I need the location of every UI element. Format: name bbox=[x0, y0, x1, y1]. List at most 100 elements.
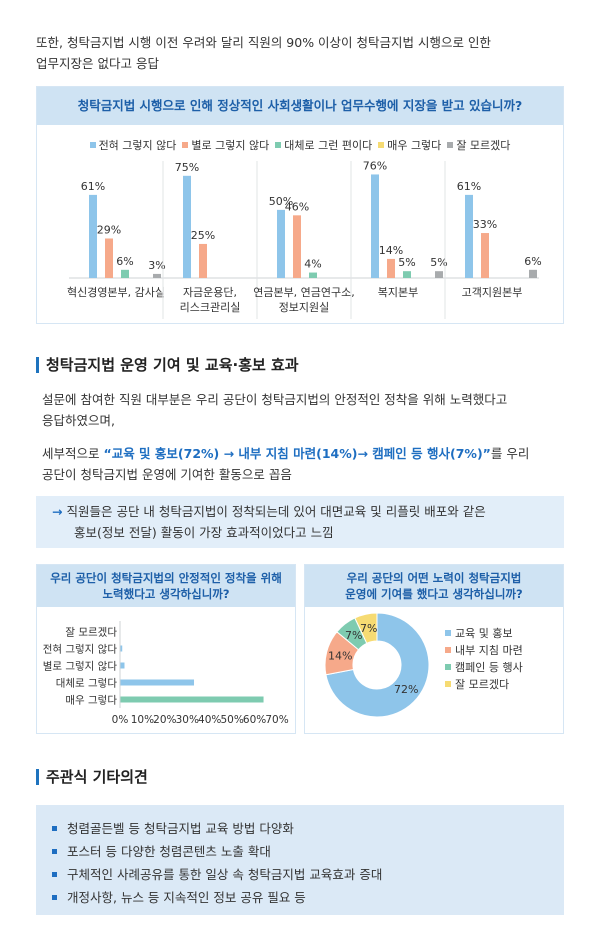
chart1-legend: 전혀 그렇지 않다 별로 그렇지 않다 대체로 그런 편이다 매우 그렇다 잘 모르겠다 bbox=[37, 137, 563, 153]
chart1-data-label: 61% bbox=[81, 180, 105, 193]
chart1-bar bbox=[309, 272, 317, 278]
chart1-bar bbox=[371, 174, 379, 278]
legend-label: 대체로 그런 편이다 bbox=[284, 139, 373, 152]
chart1-bar bbox=[465, 194, 473, 278]
opinion-text: 청렴골든벨 등 청탁금지법 교육 방법 다양화 bbox=[67, 821, 294, 836]
chart1-bar bbox=[105, 238, 113, 278]
legend-swatch bbox=[182, 142, 189, 148]
chart1-svg: 61% 29% 6% 3% 혁신경영본부, 감사실 75% 25% 자금운용단, 리스크관리실 5… bbox=[67, 159, 542, 319]
chart1-bar bbox=[89, 194, 97, 278]
chart2-tick-label: 30% bbox=[176, 714, 199, 726]
chart1-bar bbox=[183, 175, 191, 278]
chart2-tick-label: 20% bbox=[153, 714, 176, 726]
chart1-category-label: 자금운용단, bbox=[183, 286, 237, 299]
legend-label: 전혀 그렇지 않다 bbox=[98, 139, 177, 152]
chart1-data-label: 6% bbox=[116, 255, 133, 268]
callout-box: → 직원들은 공단 내 청탁금지법이 정착되는데 있어 대면교육 및 리플릿 배… bbox=[36, 496, 564, 548]
chart3-value-label: 14% bbox=[328, 650, 352, 663]
chart2-category-label: 대체로 그렇다 bbox=[56, 677, 118, 690]
chart1-title: 청탁금지법 시행으로 인해 정상적인 사회생활이나 업무수행에 지장을 받고 있… bbox=[37, 87, 563, 125]
chart3-value-label: 7% bbox=[360, 622, 377, 635]
chart3-legend-label: 내부 지침 마련 bbox=[455, 644, 523, 657]
chart1-bar bbox=[199, 243, 207, 278]
chart1-category-label: 복지본부 bbox=[378, 286, 418, 299]
para2-suffix: 를 우리 bbox=[490, 446, 530, 461]
chart1-data-label: 6% bbox=[524, 255, 541, 268]
chart2-box: 우리 공단이 청탁금지법의 안정적인 정착을 위해 노력했다고 생각하십니까? … bbox=[36, 564, 296, 734]
chart2-tick-label: 60% bbox=[243, 714, 266, 726]
chart2-category-label: 전혀 그렇지 않다 bbox=[43, 643, 118, 656]
chart3-value-label: 7% bbox=[345, 629, 362, 642]
chart1-category-label: 혁신경영본부, 감사실 bbox=[67, 286, 165, 299]
bullet-icon bbox=[52, 826, 57, 831]
chart1-data-label: 61% bbox=[457, 180, 481, 193]
legend-label: 잘 모르겠다 bbox=[456, 139, 511, 152]
chart1-category-label: 정보지원실 bbox=[279, 301, 330, 314]
chart2-category-label: 잘 모르겠다 bbox=[65, 627, 117, 639]
legend-item: 매우 그렇다 bbox=[378, 139, 441, 152]
intro-line-1: 또한, 청탁금지법 시행 이전 우려와 달리 직원의 90% 이상이 청탁금지법… bbox=[36, 35, 491, 50]
chart1-data-label: 29% bbox=[97, 223, 121, 236]
chart1-data-label: 33% bbox=[473, 218, 497, 231]
chart2-category-label: 별로 그렇지 않다 bbox=[43, 660, 118, 673]
chart1-bar bbox=[481, 233, 489, 278]
opinion-item: 청렴골든벨 등 청탁금지법 교육 방법 다양화 bbox=[52, 817, 548, 840]
intro-line-2: 업무지장은 없다고 응답 bbox=[36, 56, 159, 71]
chart3-legend-swatch bbox=[445, 664, 451, 670]
section2-title: 청탁금지법 운영 기여 및 교육·홍보 효과 bbox=[36, 357, 299, 373]
bullet-icon bbox=[52, 895, 57, 900]
chart2-bar bbox=[120, 645, 123, 652]
chart1-data-label: 46% bbox=[285, 200, 309, 213]
chart3-legend-swatch bbox=[445, 647, 451, 653]
chart3-title: 우리 공단의 어떤 노력이 청탁금지법 운영에 기여를 했다고 생각하십니까? bbox=[305, 565, 563, 607]
para2-line2: 공단이 청탁금지법 운영에 기여한 활동으로 꼽음 bbox=[42, 467, 292, 482]
arrow-icon: → bbox=[52, 504, 63, 519]
chart2-tick-label: 70% bbox=[265, 714, 288, 726]
chart2-tick-label: 50% bbox=[220, 714, 243, 726]
chart1-bar bbox=[387, 258, 395, 278]
chart1-bar bbox=[529, 269, 537, 278]
chart1-bar bbox=[293, 215, 301, 278]
para1-line2: 응답하였으며, bbox=[42, 413, 115, 428]
bullet-icon bbox=[52, 872, 57, 877]
chart1-data-label: 25% bbox=[191, 229, 215, 242]
legend-label: 별로 그렇지 않다 bbox=[191, 139, 270, 152]
opinion-item: 구체적인 사례공유를 통한 일상 속 청탁금지법 교육효과 증대 bbox=[52, 863, 548, 886]
chart3-legend-label: 교육 및 홍보 bbox=[455, 626, 513, 640]
chart1-data-label: 5% bbox=[398, 256, 415, 269]
legend-item: 별로 그렇지 않다 bbox=[182, 139, 269, 152]
chart2-bar bbox=[120, 662, 125, 669]
chart3-box: 우리 공단의 어떤 노력이 청탁금지법 운영에 기여를 했다고 생각하십니까? … bbox=[304, 564, 564, 734]
para1-line1: 설문에 참여한 직원 대부분은 우리 공단이 청탁금지법의 안정적인 정착을 위… bbox=[42, 392, 508, 407]
chart3-title-line2: 운영에 기여를 했다고 생각하십니까? bbox=[345, 587, 523, 601]
chart1-box: 청탁금지법 시행으로 인해 정상적인 사회생활이나 업무수행에 지장을 받고 있… bbox=[36, 86, 564, 324]
chart3-legend-label: 캠페인 등 행사 bbox=[455, 661, 523, 674]
legend-swatch bbox=[275, 142, 282, 148]
chart3-slice bbox=[354, 612, 378, 644]
chart1-category-label: 고객지원본부 bbox=[462, 286, 523, 299]
callout-line1: 직원들은 공단 내 청탁금지법이 정착되는데 있어 대면교육 및 리플릿 배포와… bbox=[66, 504, 486, 519]
callout-line2: 홍보(정보 전달) 활동이 가장 효과적이었다고 느낌 bbox=[74, 525, 334, 540]
legend-item: 대체로 그런 편이다 bbox=[275, 139, 372, 152]
chart2-tick-label: 0% bbox=[112, 714, 129, 726]
chart1-data-label: 5% bbox=[430, 256, 447, 269]
chart2-tick-label: 10% bbox=[131, 714, 154, 726]
chart1-category-label: 연금본부, 연금연구소, bbox=[253, 286, 355, 299]
section3-title: 주관식 기타의견 bbox=[36, 769, 148, 785]
legend-item: 잘 모르겠다 bbox=[447, 139, 510, 152]
chart2-title-line1: 우리 공단이 청탁금지법의 안정적인 정착을 위해 bbox=[50, 571, 282, 585]
opinion-item: 포스터 등 다양한 청렴콘텐츠 노출 확대 bbox=[52, 840, 548, 863]
chart1-data-label: 4% bbox=[304, 258, 321, 271]
chart1-data-label: 50% bbox=[269, 195, 293, 208]
chart2-category-label: 매우 그렇다 bbox=[65, 694, 117, 707]
chart2-tick-label: 40% bbox=[198, 714, 221, 726]
chart2-bar bbox=[120, 696, 264, 703]
chart1-bar bbox=[153, 273, 161, 278]
chart1-data-label: 14% bbox=[379, 244, 403, 257]
opinion-text: 포스터 등 다양한 청렴콘텐츠 노출 확대 bbox=[67, 844, 271, 859]
chart1-bar bbox=[277, 209, 285, 278]
bullet-icon bbox=[52, 849, 57, 854]
